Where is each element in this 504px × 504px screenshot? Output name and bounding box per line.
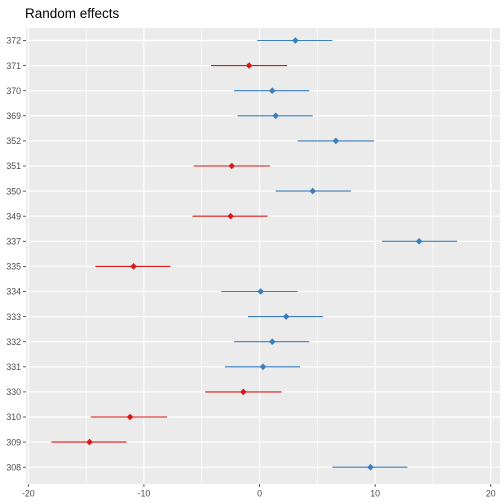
y-tick-label: 372 [6,36,21,46]
y-tick-label: 334 [6,287,21,297]
y-tick-label: 333 [6,312,21,322]
x-tick-label: -10 [138,489,151,499]
point-334 [257,288,264,295]
y-tick-label: 337 [6,237,21,247]
point-310 [126,413,134,421]
y-tick-label: 331 [6,362,21,372]
y-tick-label: 352 [6,136,21,146]
point-371 [245,62,253,69]
y-tick-label: 309 [6,437,21,447]
point-330 [240,388,247,396]
point-349 [227,212,234,220]
point-333 [282,313,290,320]
point-369 [272,112,280,120]
point-335 [130,263,137,270]
chart-title: Random effects [25,6,120,21]
point-351 [228,162,236,170]
y-tick-label: 369 [6,111,21,121]
y-tick-label: 330 [6,387,21,397]
y-axis: 372 371 370 369 352 351 350 349 337 335 334 333 332 3… [6,36,26,472]
point-332 [268,338,276,345]
y-tick-label: 351 [6,161,21,171]
point-337 [415,238,423,245]
y-tick-label: 332 [6,337,21,347]
x-tick-label: 0 [257,489,262,499]
x-axis: -20 -10 0 10 20 [22,484,496,499]
point-331 [259,363,267,371]
y-tick-label: 371 [6,61,21,71]
effect-marks [51,37,458,471]
point-352 [332,137,340,145]
point-372 [292,37,299,44]
y-tick-label: 308 [6,462,21,472]
y-tick-label: 349 [6,211,21,221]
point-370 [268,87,276,94]
x-tick-label: -20 [22,489,35,499]
x-tick-label: 10 [370,489,380,499]
point-309 [86,438,93,446]
y-tick-label: 310 [6,412,21,422]
y-tick-label: 335 [6,262,21,272]
point-308 [367,463,374,471]
x-tick-label: 20 [486,489,496,499]
y-tick-label: 350 [6,186,21,196]
plot-panel [26,28,500,484]
point-350 [309,187,317,195]
y-tick-label: 370 [6,86,21,96]
